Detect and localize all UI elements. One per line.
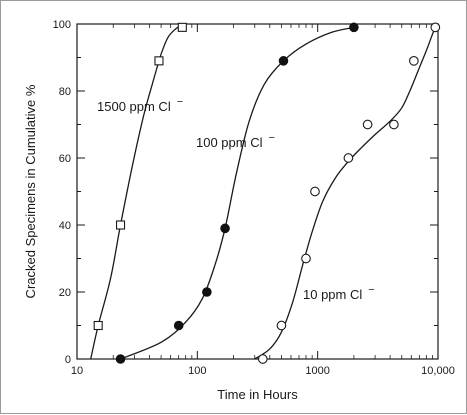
curve-100ppm <box>120 26 355 360</box>
y-tick-label: 0 <box>65 354 71 366</box>
curve-10ppm <box>254 27 436 360</box>
series-label-text: 1500 ppm Cl <box>97 99 171 114</box>
y-tick-label: 100 <box>53 19 71 31</box>
series-label-text: 10 ppm Cl <box>303 287 362 302</box>
data-point-filled-circle <box>278 56 289 66</box>
data-point-filled-circle <box>173 320 184 331</box>
x-tick-label: 10,000 <box>421 365 455 377</box>
data-point-open-circle <box>257 354 268 364</box>
data-point-square <box>115 220 126 230</box>
data-point-open-circle <box>389 119 399 130</box>
data-point-open-circle <box>276 320 287 331</box>
series-label-1500ppm: 1500 ppm Cl − <box>97 96 183 114</box>
plot-border <box>76 23 439 360</box>
series-label-superscript: − <box>368 284 374 296</box>
y-tick-label: 60 <box>59 153 71 165</box>
y-tick-label: 40 <box>59 220 71 232</box>
data-point-open-circle <box>343 153 354 163</box>
data-point-filled-circle <box>349 22 359 33</box>
x-axis-title: Time in Hours <box>217 387 298 402</box>
data-point-open-circle <box>310 186 320 197</box>
curve-1500ppm <box>90 23 185 360</box>
y-tick-label: 20 <box>59 287 71 299</box>
series-label-10ppm: 10 ppm Cl − <box>303 284 375 302</box>
data-point-open-circle <box>430 22 441 33</box>
series-label-text: 100 ppm Cl <box>196 135 263 150</box>
data-point-filled-circle <box>202 287 212 297</box>
data-point-open-circle <box>362 119 373 130</box>
data-point-open-circle <box>301 253 311 264</box>
series-label-superscript: − <box>177 96 183 108</box>
data-point-square <box>177 22 187 32</box>
data-point-filled-circle <box>220 223 230 234</box>
series-label-100ppm: 100 ppm Cl − <box>196 132 275 150</box>
data-point-square <box>154 56 164 66</box>
y-axis-title: Cracked Specimens in Cumulative % <box>23 84 38 298</box>
data-point-filled-circle <box>115 354 126 364</box>
x-tick-label: 100 <box>188 365 206 377</box>
data-point-square <box>93 320 103 331</box>
y-tick-label: 80 <box>59 86 71 98</box>
series-label-superscript: − <box>268 132 274 144</box>
x-tick-label: 1000 <box>305 365 329 377</box>
data-point-open-circle <box>409 55 419 66</box>
x-tick-label: 10 <box>71 365 83 377</box>
